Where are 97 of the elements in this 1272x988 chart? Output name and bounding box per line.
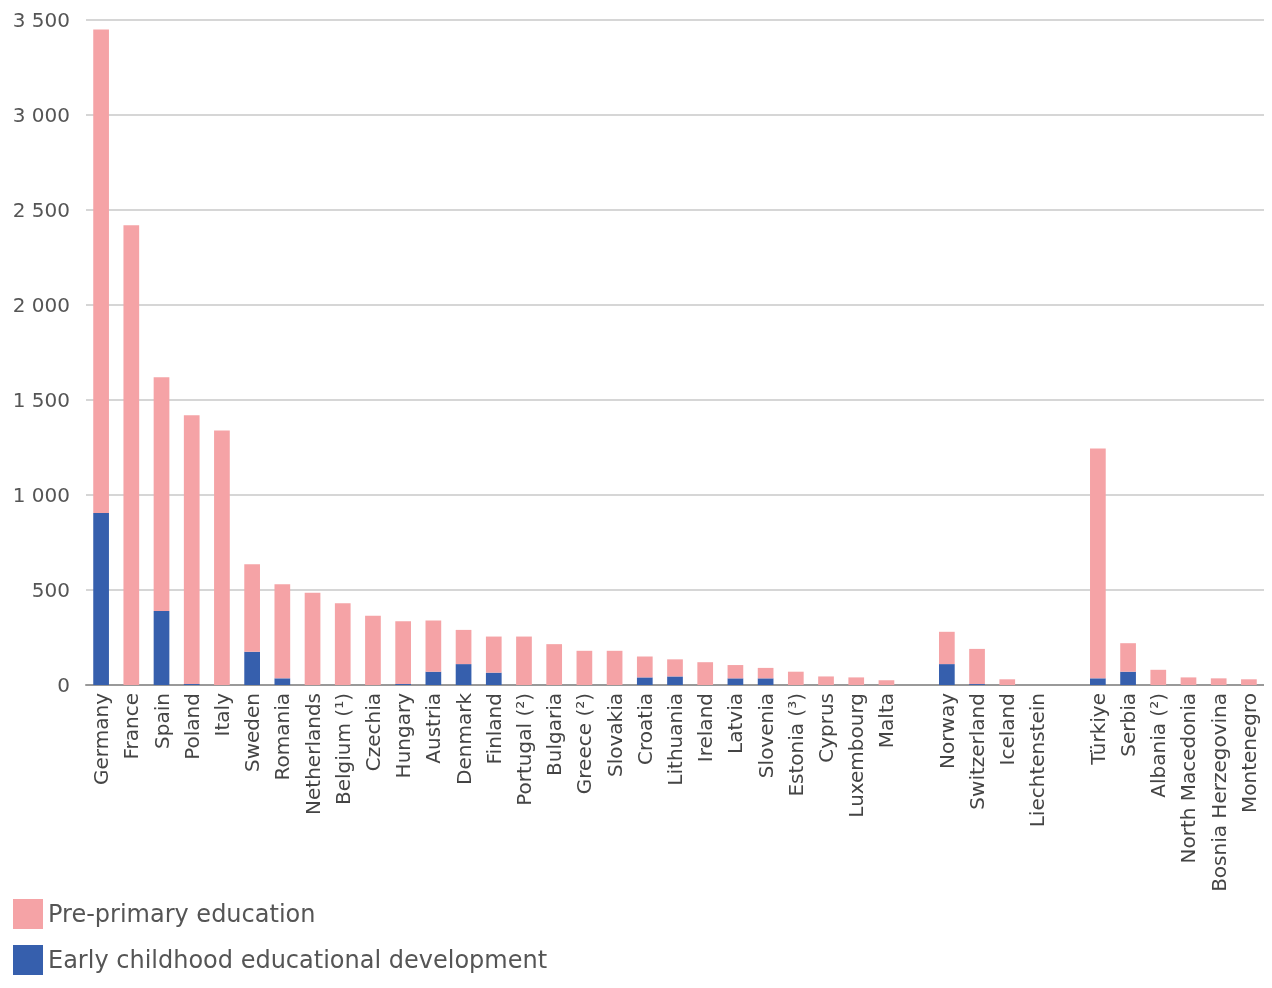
bar	[485, 672, 502, 685]
bar	[1241, 679, 1257, 685]
x-tick-label: Finland	[481, 693, 506, 765]
bar	[214, 430, 230, 685]
y-tick-label: 3 000	[12, 103, 70, 127]
bar	[667, 676, 683, 685]
y-tick-label: 3 500	[12, 8, 70, 32]
y-tick-label: 0	[57, 673, 70, 697]
x-tick-label: Portugal (²)	[511, 693, 536, 806]
bar	[1090, 448, 1106, 679]
x-tick-label: Luxembourg	[844, 693, 869, 818]
x-tick-label: Greece (²)	[572, 693, 597, 795]
bar	[455, 629, 472, 665]
bar	[727, 678, 744, 685]
bar	[1090, 678, 1106, 685]
bar	[274, 678, 291, 685]
bar	[365, 615, 381, 685]
bar	[395, 621, 412, 685]
bar	[425, 620, 442, 672]
y-tick-label: 1 000	[12, 483, 70, 507]
legend-label: Early childhood educational development	[48, 946, 548, 974]
x-tick-label: Romania	[270, 693, 295, 781]
y-tick-label: 500	[31, 578, 70, 602]
bar	[697, 662, 714, 685]
x-tick-label: Sweden	[240, 693, 265, 773]
bar	[667, 659, 683, 677]
x-tick-label: Bosnia Herzegovina	[1206, 693, 1231, 892]
x-tick-label: Poland	[179, 693, 204, 760]
x-tick-label: Slovakia	[602, 693, 627, 777]
bar	[425, 671, 442, 685]
x-tick-label: Czechia	[360, 693, 385, 772]
x-tick-label: Estonia (³)	[783, 693, 808, 797]
x-tick-label: Italy	[209, 692, 234, 737]
x-tick-label: Türkiye	[1085, 693, 1110, 766]
bar	[1120, 671, 1136, 685]
bar	[1120, 643, 1136, 672]
bar	[516, 636, 532, 685]
bar	[878, 680, 895, 685]
bar	[153, 377, 170, 611]
legend-label: Pre-primary education	[48, 900, 316, 928]
x-tick-label: Serbia	[1116, 693, 1141, 757]
bar	[244, 564, 260, 652]
bar	[636, 656, 653, 678]
x-tick-label: Netherlands	[300, 693, 325, 815]
bar	[576, 650, 593, 685]
x-tick-label: Spain	[149, 693, 174, 749]
bar	[938, 664, 955, 685]
x-tick-label: Latvia	[723, 693, 748, 754]
bar	[1180, 677, 1197, 685]
x-tick-label: Austria	[421, 693, 446, 764]
bar	[636, 677, 653, 685]
bar	[546, 644, 563, 685]
x-tick-label: Norway	[934, 692, 959, 769]
bar	[183, 415, 200, 685]
bar	[304, 592, 321, 685]
bar	[93, 29, 109, 514]
bar	[334, 603, 351, 685]
bar	[244, 651, 260, 685]
y-tick-label: 1 500	[12, 388, 70, 412]
bar	[93, 513, 109, 685]
bar	[757, 667, 774, 679]
x-tick-label: Cyprus	[814, 693, 839, 763]
x-tick-label: Denmark	[451, 692, 476, 785]
bar	[455, 664, 472, 685]
x-tick-label: Montenegro	[1236, 693, 1261, 814]
x-tick-label: Bulgaria	[542, 693, 567, 776]
x-tick-label: Slovenia	[753, 693, 778, 779]
x-tick-label: Lithuania	[663, 693, 687, 786]
bar	[938, 631, 955, 665]
bar	[274, 584, 291, 679]
x-tick-label: Switzerland	[965, 693, 990, 810]
x-tick-label: Croatia	[632, 693, 657, 765]
bar	[153, 610, 170, 685]
x-tick-label: North Macedonia	[1176, 693, 1201, 864]
bar	[727, 665, 744, 679]
x-tick-label: Liechtenstein	[1025, 693, 1050, 828]
x-tick-label: Germany	[89, 692, 114, 785]
x-tick-label: France	[119, 693, 144, 760]
bar	[848, 677, 865, 685]
bar	[787, 671, 804, 685]
bar	[818, 676, 834, 685]
x-tick-label: Ireland	[693, 693, 718, 763]
y-tick-label: 2 500	[12, 198, 70, 222]
x-tick-label: Iceland	[995, 693, 1020, 766]
bar	[123, 225, 140, 685]
x-tick-label: Hungary	[391, 692, 416, 779]
bar	[969, 648, 985, 685]
y-tick-label: 2 000	[12, 293, 70, 317]
x-tick-label: Albania (²)	[1146, 693, 1171, 798]
bar	[1150, 669, 1167, 685]
x-tick-label: Belgium (¹)	[330, 693, 355, 805]
bar	[757, 678, 774, 685]
bar	[999, 679, 1016, 685]
x-tick-label: Malta	[874, 693, 899, 749]
bar	[606, 650, 623, 685]
bar	[485, 636, 502, 673]
bar	[1210, 678, 1227, 685]
